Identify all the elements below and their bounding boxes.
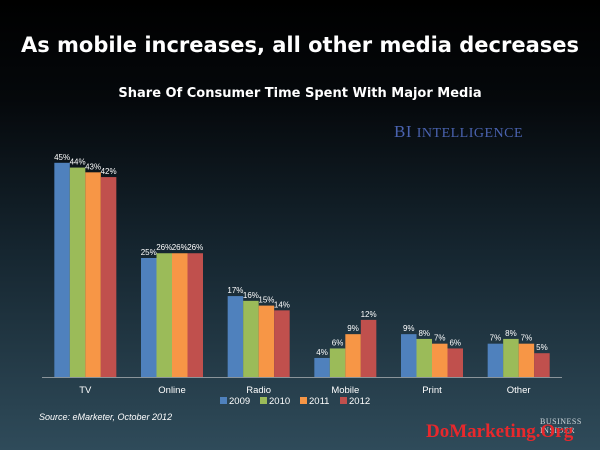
- bi-intelligence-logo: BI INTELLIGENCE: [394, 122, 523, 142]
- data-label-mobile-2010: 6%: [332, 338, 344, 347]
- bar-mobile-2011: [345, 334, 361, 377]
- data-label-other-2012: 5%: [536, 343, 548, 352]
- bar-tv-2012: [100, 177, 117, 377]
- bar-online-2009: [141, 258, 157, 377]
- data-label-tv-2012: 42%: [101, 167, 117, 176]
- bar-radio-2010: [243, 300, 259, 377]
- data-label-other-2010: 8%: [505, 329, 517, 338]
- bar-radio-2009: [227, 296, 244, 377]
- bar-other-2010: [503, 338, 519, 377]
- data-label-radio-2009: 17%: [227, 286, 243, 295]
- headline: As mobile increases, all other media dec…: [20, 33, 580, 57]
- bar-mobile-2012: [360, 319, 377, 377]
- legend-label-2011: 2011: [309, 396, 329, 407]
- data-label-online-2011: 26%: [172, 243, 188, 252]
- data-label-print-2011: 7%: [434, 334, 446, 343]
- bar-print-2012: [447, 348, 463, 377]
- data-label-radio-2011: 15%: [258, 296, 274, 305]
- category-label-online: Online: [158, 385, 185, 396]
- category-label-other: Other: [507, 385, 531, 396]
- data-label-online-2009: 25%: [141, 248, 157, 257]
- bar-online-2011: [172, 253, 188, 377]
- category-label-tv: TV: [79, 385, 92, 396]
- data-label-other-2009: 7%: [490, 334, 502, 343]
- data-label-radio-2010: 16%: [243, 291, 259, 300]
- data-label-print-2009: 9%: [403, 324, 415, 333]
- data-label-tv-2009: 45%: [54, 153, 70, 162]
- data-label-tv-2011: 43%: [85, 162, 101, 171]
- legend-label-2009: 2009: [229, 396, 250, 407]
- legend-label-2010: 2010: [269, 396, 290, 407]
- data-label-radio-2012: 14%: [274, 300, 290, 309]
- bar-online-2010: [156, 253, 172, 377]
- data-label-other-2011: 7%: [521, 334, 533, 343]
- bar-other-2009: [487, 343, 504, 377]
- bar-print-2009: [401, 334, 417, 377]
- bar-tv-2010: [69, 167, 86, 377]
- intelligence-logo-text: INTELLIGENCE: [416, 126, 524, 141]
- domarketing-watermark: DoMarketing.Org: [426, 421, 574, 442]
- data-label-mobile-2012: 12%: [361, 310, 377, 319]
- legend-label-2012: 2012: [349, 396, 370, 407]
- category-label-radio: Radio: [246, 385, 271, 396]
- data-label-mobile-2011: 9%: [347, 324, 359, 333]
- bar-radio-2011: [258, 305, 275, 377]
- data-label-print-2012: 6%: [449, 338, 461, 347]
- bar-tv-2011: [85, 172, 101, 377]
- business-insider-logo: BUSINESS INSIDER: [540, 417, 582, 435]
- bar-other-2011: [518, 343, 535, 377]
- bar-print-2011: [432, 343, 448, 377]
- data-label-tv-2010: 44%: [70, 158, 86, 167]
- data-label-online-2010: 26%: [156, 243, 172, 252]
- chart-title: Share Of Consumer Time Spent With Major …: [118, 86, 482, 101]
- bar-print-2010: [416, 338, 432, 377]
- source-note: Source: eMarketer, October 2012: [39, 412, 173, 422]
- legend-swatch-2009: [220, 397, 227, 404]
- bar-radio-2012: [274, 310, 290, 377]
- legend-swatch-2012: [340, 397, 347, 404]
- bar-online-2012: [187, 253, 203, 377]
- data-label-online-2012: 26%: [187, 243, 203, 252]
- data-label-print-2010: 8%: [418, 329, 430, 338]
- data-label-mobile-2009: 4%: [316, 348, 328, 357]
- bi-logo-text: BI: [394, 122, 412, 141]
- category-label-print: Print: [422, 385, 442, 396]
- bar-mobile-2009: [314, 357, 330, 377]
- legend-swatch-2010: [260, 397, 267, 404]
- legend-swatch-2011: [300, 397, 307, 404]
- bar-mobile-2010: [329, 348, 346, 377]
- bar-tv-2009: [54, 162, 70, 377]
- bar-other-2012: [534, 353, 550, 377]
- category-label-mobile: Mobile: [331, 385, 359, 396]
